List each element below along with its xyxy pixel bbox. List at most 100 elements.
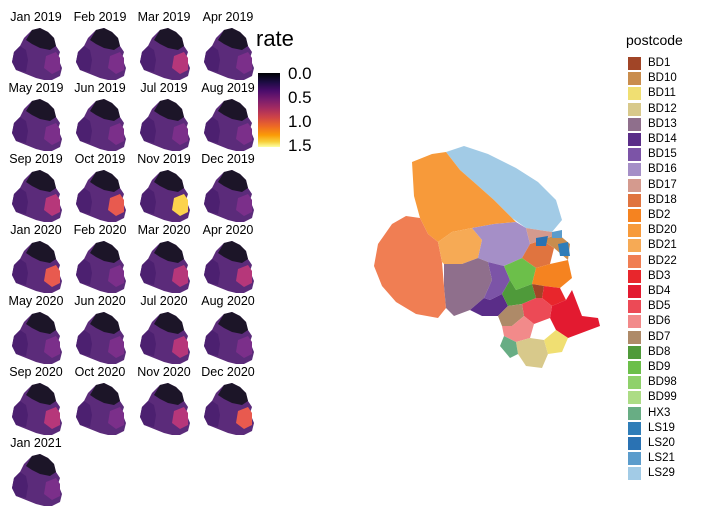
region-BD20	[412, 152, 516, 242]
facet-title: Aug 2019	[201, 81, 255, 95]
legend-swatch	[628, 269, 641, 283]
legend-swatch	[628, 361, 641, 374]
facet-title: Feb 2020	[73, 223, 127, 237]
facet-panel: Apr 2020	[197, 223, 259, 293]
legend-label: BD98	[648, 376, 677, 389]
region-LS29	[446, 146, 562, 232]
legend-swatch	[628, 117, 641, 131]
facet-region-east	[108, 265, 124, 287]
region-BD16	[472, 222, 530, 266]
region-BD11	[544, 330, 568, 354]
facet-region-east	[108, 52, 124, 74]
facet-map	[204, 170, 254, 222]
facet-panel: Mar 2019	[133, 10, 195, 80]
legend-label: BD6	[648, 315, 671, 328]
facet-region-west	[12, 401, 28, 427]
facet-region-east	[108, 123, 124, 145]
rate-tick-label: 0.0	[288, 64, 312, 83]
region-BD8	[502, 280, 536, 306]
facet-map	[76, 383, 126, 435]
facet-title: Sep 2020	[9, 365, 63, 379]
facet-map	[76, 170, 126, 222]
legend-label: BD15	[648, 148, 677, 161]
facet-map	[12, 241, 62, 293]
facet-panel: Aug 2020	[197, 294, 259, 364]
legend-label: BD21	[648, 239, 677, 252]
facet-title: Jan 2019	[10, 10, 62, 24]
facet-region-west	[204, 401, 220, 427]
facet-region-east	[172, 265, 188, 287]
facet-region-west	[140, 117, 156, 143]
region-HX3	[500, 336, 518, 358]
facet-region-east	[44, 123, 60, 145]
facet-region-west	[204, 330, 220, 356]
legend-label: LS29	[648, 467, 675, 480]
facet-map	[204, 312, 254, 364]
rate-legend-title: rate	[256, 26, 294, 51]
facet-map	[140, 312, 190, 364]
legend-label: HX3	[648, 406, 671, 419]
region-BD21	[438, 228, 482, 264]
facet-title: Jan 2021	[10, 436, 62, 450]
facet-map	[204, 99, 254, 151]
region-BD18	[522, 240, 554, 268]
facet-title: Jun 2020	[74, 294, 126, 308]
facet-region-west	[12, 188, 28, 214]
legend-label: BD5	[648, 300, 671, 313]
facet-title: Jul 2019	[140, 81, 188, 95]
legend-swatch	[628, 391, 641, 405]
facet-map	[204, 28, 254, 80]
facet-region-east	[44, 478, 60, 500]
region-BD22	[374, 216, 446, 318]
legend-swatch	[628, 163, 641, 177]
facet-map	[140, 170, 190, 222]
region-LS20	[536, 236, 548, 246]
facet-map	[76, 28, 126, 80]
legend-label: BD7	[648, 330, 671, 343]
facet-map	[204, 241, 254, 293]
legend-label: BD22	[648, 254, 677, 267]
facet-panel: Sep 2020	[5, 365, 67, 435]
legend-swatch	[628, 224, 641, 238]
legend-label: BD4	[648, 285, 671, 297]
facet-panel: Jul 2019	[133, 81, 195, 151]
facet-panel: Aug 2019	[197, 81, 259, 151]
rate-tick	[283, 97, 288, 98]
facet-region-east	[44, 336, 60, 358]
facet-region-north	[218, 28, 248, 50]
facet-region-west	[76, 117, 92, 143]
facet-map	[140, 241, 190, 293]
legend-swatch	[628, 437, 641, 450]
facet-region-north	[218, 99, 248, 121]
legend-label: BD9	[648, 361, 671, 373]
rate-colorbar	[258, 73, 280, 147]
facet-region-west	[76, 259, 92, 285]
facet-map	[140, 383, 190, 435]
legend-label: BD14	[648, 133, 677, 145]
legend-label: BD2	[648, 209, 671, 221]
legend-label: BD20	[648, 224, 677, 237]
facet-panel: Feb 2020	[69, 223, 131, 293]
region-BD9	[504, 258, 536, 290]
facet-title: Sep 2019	[9, 152, 63, 166]
region-BD5	[522, 298, 552, 324]
facet-panel: Nov 2020	[133, 365, 195, 435]
region-LS21	[552, 230, 562, 238]
legend-swatch	[628, 254, 641, 268]
region-BD3	[542, 286, 566, 306]
facet-panel: Apr 2019	[197, 10, 259, 80]
facet-region-east	[236, 52, 252, 74]
legend-swatch	[628, 193, 641, 207]
facet-panel: Jan 2019	[5, 10, 67, 80]
facet-region-west	[204, 259, 220, 285]
facet-title: Nov 2020	[137, 365, 191, 379]
facet-region-west	[12, 259, 28, 285]
facet-panel: May 2020	[5, 294, 67, 364]
rate-tick	[283, 73, 288, 74]
facet-region-north	[90, 241, 120, 263]
region-BD2	[532, 260, 572, 288]
facet-panel: Jun 2020	[69, 294, 131, 364]
facet-region-north	[26, 241, 56, 263]
facet-region-east	[236, 123, 252, 145]
facet-region-east	[44, 407, 60, 429]
